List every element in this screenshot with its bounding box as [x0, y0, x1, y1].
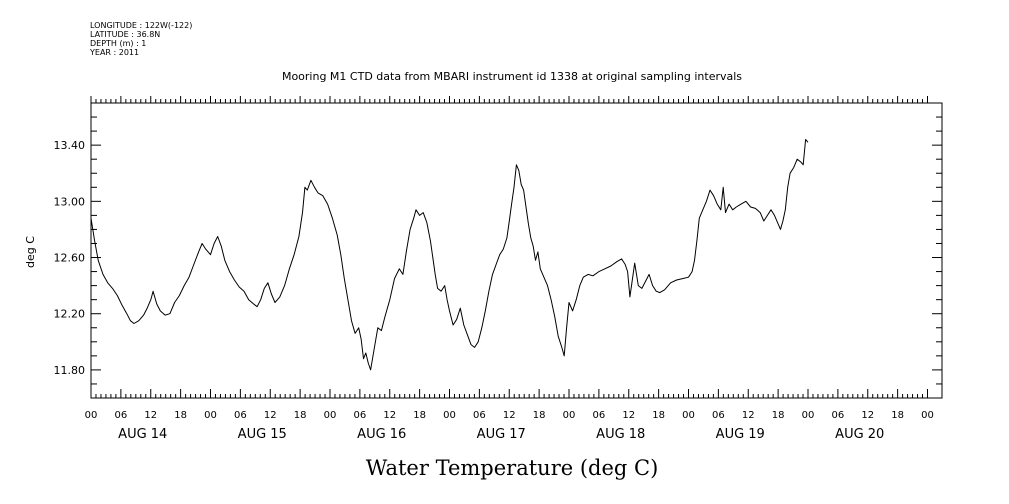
x-hour-label: 00	[802, 410, 815, 421]
x-hour-label: 18	[533, 410, 546, 421]
x-hour-label: 18	[891, 410, 904, 421]
y-tick-label: 12.60	[54, 252, 86, 265]
depth-label: DEPTH (m) : 1	[90, 39, 147, 48]
axes: 11.80 12.20 12.60 13.00 13.40 00 06 12 18 00 06 12 1…	[54, 96, 943, 442]
x-hour-label: 06	[234, 410, 247, 421]
x-hour-label: 00	[204, 410, 217, 421]
x-hour-label: 18	[652, 410, 665, 421]
x-hour-label: 00	[85, 410, 98, 421]
y-axis-label: deg C	[24, 236, 37, 268]
x-day-label: AUG 19	[716, 427, 765, 442]
y-tick-label: 11.80	[54, 364, 86, 377]
x-day-label: AUG 15	[238, 427, 287, 442]
x-hour-label: 00	[563, 410, 576, 421]
latitude-label: LATITUDE : 36.8N	[90, 30, 161, 39]
x-day-label: AUG 18	[596, 427, 645, 442]
x-day-label: AUG 16	[357, 427, 406, 442]
x-hour-label: 12	[742, 410, 755, 421]
x-hour-label: 06	[593, 410, 606, 421]
x-hour-label: 06	[473, 410, 486, 421]
x-hour-label: 12	[383, 410, 396, 421]
x-hour-label: 06	[832, 410, 845, 421]
x-hour-label: 06	[354, 410, 367, 421]
x-hour-label: 12	[144, 410, 157, 421]
y-tick-label: 13.40	[54, 139, 86, 152]
x-day-label: AUG 20	[835, 427, 884, 442]
plot-frame	[90, 102, 943, 399]
x-hour-label: 12	[861, 410, 874, 421]
x-hour-label: 00	[443, 410, 456, 421]
x-hour-label: 06	[712, 410, 725, 421]
x-day-label: AUG 14	[118, 427, 167, 442]
x-hour-label: 18	[413, 410, 426, 421]
x-hour-label: 18	[772, 410, 785, 421]
x-hour-label: 18	[294, 410, 307, 421]
x-hour-label: 12	[264, 410, 277, 421]
x-hour-label: 00	[921, 410, 934, 421]
year-label: YEAR : 2011	[90, 48, 140, 57]
x-day-label: AUG 17	[477, 427, 526, 442]
chart-title: Mooring M1 CTD data from MBARI instrumen…	[282, 70, 742, 83]
x-hour-label: 06	[115, 410, 128, 421]
x-hour-label: 00	[682, 410, 695, 421]
x-hour-label: 00	[324, 410, 337, 421]
x-hour-label: 12	[622, 410, 635, 421]
x-hour-label: 18	[174, 410, 187, 421]
y-tick-label: 13.00	[54, 195, 86, 208]
x-axis-label: Water Temperature (deg C)	[366, 456, 659, 480]
header-info: LONGITUDE : 122W(-122) LATITUDE : 36.8N …	[90, 21, 192, 57]
x-hour-label: 12	[503, 410, 516, 421]
y-tick-label: 12.20	[54, 308, 86, 321]
series-layer	[90, 139, 809, 371]
series-line-water-temperature	[90, 139, 809, 371]
longitude-label: LONGITUDE : 122W(-122)	[90, 21, 193, 30]
